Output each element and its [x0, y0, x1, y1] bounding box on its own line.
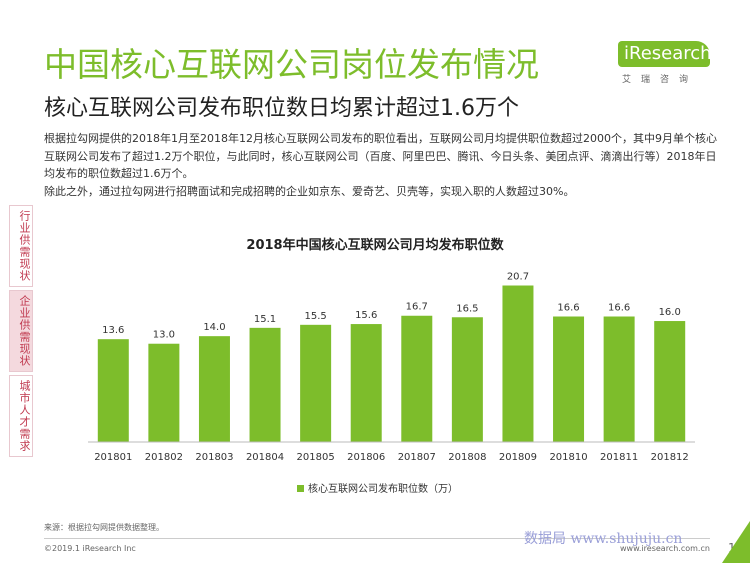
iresearch-logo: iResearch — [618, 41, 712, 67]
data-label: 16.0 — [659, 307, 681, 318]
watermark: 数据局 www.shujuju.cn — [524, 531, 683, 547]
x-tick-label: 201801 — [94, 452, 132, 463]
x-tick-label: 201811 — [600, 452, 638, 463]
data-label: 16.5 — [456, 303, 478, 314]
data-label: 13.6 — [102, 325, 124, 336]
footer-url: www.iresearch.com.cn — [620, 544, 710, 553]
legend-label: 核心互联网公司发布职位数（万） — [308, 482, 458, 495]
x-tick-label: 201803 — [195, 452, 233, 463]
data-label: 15.6 — [355, 310, 377, 321]
x-tick-label: 201806 — [347, 452, 385, 463]
body-text: 根据拉勾网提供的2018年1月至2018年12月核心互联网公司发布的职位看出，互… — [44, 130, 724, 200]
data-label: 16.6 — [608, 303, 630, 314]
bar — [553, 316, 585, 442]
legend-swatch — [297, 485, 304, 492]
bar — [401, 315, 433, 442]
bar — [502, 285, 534, 442]
logo-subtitle: 艾瑞咨询 — [622, 75, 699, 85]
data-label: 15.5 — [304, 311, 326, 322]
source-note: 来源：根据拉勾网提供数据整理。 — [44, 523, 164, 532]
x-tick-label: 201802 — [145, 452, 183, 463]
x-tick-label: 201804 — [246, 452, 284, 463]
bar — [97, 339, 129, 442]
corner-decoration — [722, 521, 750, 563]
data-label: 14.0 — [203, 322, 225, 333]
sidebar-item-industry[interactable]: 行业供需现状 — [9, 205, 33, 287]
page-subtitle: 核心互联网公司发布职位数日均累计超过1.6万个 — [44, 96, 519, 121]
x-tick-label: 201808 — [448, 452, 486, 463]
body-paragraph: 除此之外，通过拉勾网进行招聘面试和完成招聘的企业如京东、爱奇艺、贝壳等，实现入职… — [44, 184, 575, 198]
data-label: 15.1 — [254, 314, 276, 325]
data-label: 20.7 — [507, 272, 529, 283]
bar — [198, 336, 230, 442]
sidebar-item-city[interactable]: 城市人才需求 — [9, 375, 33, 457]
sidebar-item-enterprise[interactable]: 企业供需现状 — [9, 290, 33, 372]
x-tick-label: 201810 — [549, 452, 587, 463]
bar — [451, 317, 483, 442]
data-label: 13.0 — [153, 330, 175, 341]
data-label: 16.7 — [406, 302, 428, 313]
body-paragraph: 根据拉勾网提供的2018年1月至2018年12月核心互联网公司发布的职位看出，互… — [44, 132, 717, 180]
bar — [148, 343, 180, 442]
bar — [300, 324, 332, 442]
copyright: ©2019.1 iResearch Inc — [44, 544, 136, 553]
bar — [249, 327, 281, 442]
x-tick-label: 201809 — [499, 452, 537, 463]
x-tick-label: 201805 — [297, 452, 335, 463]
chart-title: 2018年中国核心互联网公司月均发布职位数 — [246, 238, 504, 253]
bar — [350, 324, 382, 442]
sidebar: 行业供需现状 企业供需现状 城市人才需求 — [9, 205, 33, 460]
x-tick-label: 201807 — [398, 452, 436, 463]
footer-divider — [44, 538, 710, 539]
bar — [603, 316, 635, 442]
x-tick-label: 201812 — [651, 452, 689, 463]
data-label: 16.6 — [557, 303, 579, 314]
bar — [654, 321, 686, 442]
page-title: 中国核心互联网公司岗位发布情况 — [44, 45, 539, 84]
